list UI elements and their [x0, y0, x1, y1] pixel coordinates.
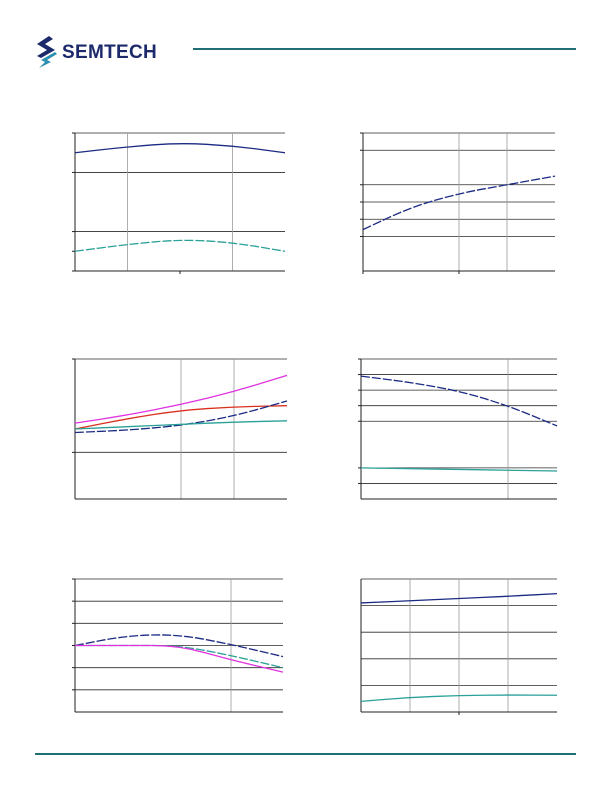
series-line-1 [74, 634, 284, 658]
series-line-2 [360, 467, 558, 472]
chart-bottom-right [360, 578, 558, 715]
footer-rule [35, 753, 576, 755]
series-line-2 [360, 694, 558, 703]
header-rule [193, 48, 576, 50]
series-line-1 [74, 374, 288, 424]
series-line-3 [74, 644, 284, 673]
chart-mid-left [72, 358, 288, 500]
series-line-2 [74, 239, 286, 252]
semtech-s-wave-logo-icon [37, 36, 57, 68]
chart-mid-right [358, 358, 558, 500]
series-line-4 [74, 420, 288, 430]
semtech-logo: SEMTECH [35, 36, 185, 70]
chart-top-right [360, 132, 556, 274]
series-line-1 [74, 143, 286, 154]
chart-top-left [72, 132, 286, 274]
brand-name: SEMTECH [62, 42, 157, 63]
series-line-2 [74, 405, 288, 430]
chart-bottom-left [72, 578, 284, 713]
series-line-1 [360, 592, 558, 604]
series-line-1 [360, 375, 558, 427]
series-line-1 [362, 175, 556, 231]
